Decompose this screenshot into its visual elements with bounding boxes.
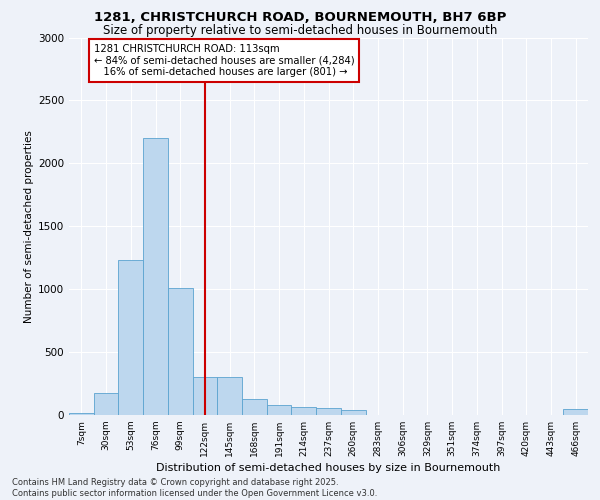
Bar — [242, 398, 267, 415]
Bar — [217, 377, 242, 415]
Text: 1281, CHRISTCHURCH ROAD, BOURNEMOUTH, BH7 6BP: 1281, CHRISTCHURCH ROAD, BOURNEMOUTH, BH… — [94, 11, 506, 24]
Y-axis label: Number of semi-detached properties: Number of semi-detached properties — [24, 130, 34, 322]
Bar — [94, 393, 118, 415]
Bar — [69, 413, 94, 415]
Bar — [118, 260, 143, 415]
Bar — [267, 405, 292, 415]
Bar — [193, 377, 217, 415]
Bar — [563, 408, 588, 415]
Text: Contains HM Land Registry data © Crown copyright and database right 2025.
Contai: Contains HM Land Registry data © Crown c… — [12, 478, 377, 498]
Bar — [316, 408, 341, 415]
X-axis label: Distribution of semi-detached houses by size in Bournemouth: Distribution of semi-detached houses by … — [157, 463, 500, 473]
Bar — [168, 288, 193, 415]
Text: Size of property relative to semi-detached houses in Bournemouth: Size of property relative to semi-detach… — [103, 24, 497, 37]
Bar — [143, 138, 168, 415]
Text: 1281 CHRISTCHURCH ROAD: 113sqm
← 84% of semi-detached houses are smaller (4,284): 1281 CHRISTCHURCH ROAD: 113sqm ← 84% of … — [94, 44, 355, 77]
Bar — [341, 410, 365, 415]
Bar — [292, 407, 316, 415]
